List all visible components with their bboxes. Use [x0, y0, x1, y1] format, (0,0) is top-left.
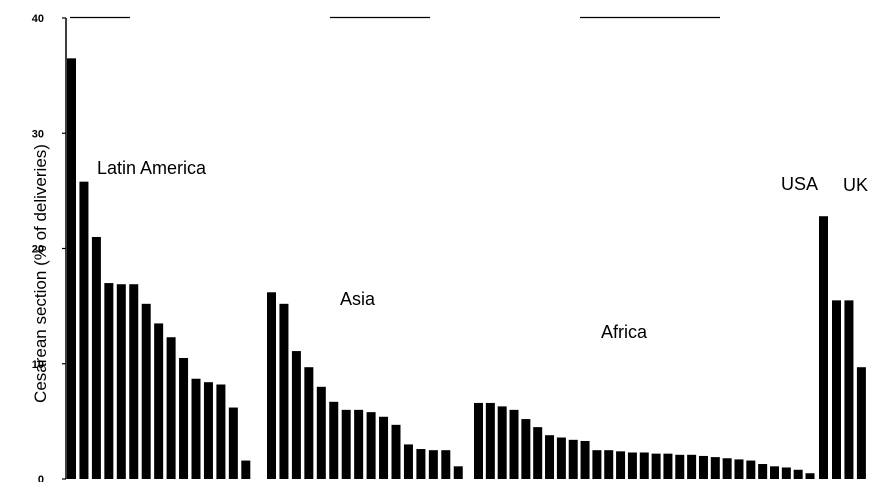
bar-latin-america [91, 236, 101, 479]
bar-latin-america [166, 337, 176, 479]
bar-africa [663, 453, 673, 479]
group-label-africa: Africa [601, 322, 648, 342]
group-label-latin-america: Latin America [97, 158, 207, 178]
bar-africa [698, 455, 708, 479]
bar-asia [341, 409, 351, 479]
bar-africa [758, 464, 768, 479]
bar-asia [391, 424, 401, 479]
bar-latin-america [141, 303, 151, 479]
labels-layer: 0 10 20 30 40 Cesarean section (% of deliveri… [31, 13, 868, 486]
bar-asia [304, 367, 314, 479]
bar-africa [793, 469, 803, 479]
bar-africa [545, 435, 555, 479]
bar-latin-america [154, 323, 164, 479]
bar-asia [453, 466, 463, 479]
bar-africa [474, 402, 483, 479]
bar-asia [366, 412, 376, 479]
bar-africa [805, 473, 815, 479]
y-tick-label: 20 [32, 244, 44, 256]
bar-africa [533, 427, 543, 479]
group-label-usa: USA [781, 174, 818, 194]
bar-asia [416, 449, 426, 479]
bar-asia [329, 401, 339, 479]
bar-africa [722, 458, 732, 479]
bar-latin-america [79, 181, 89, 479]
bar-africa [710, 457, 720, 479]
bar-usa [819, 216, 828, 480]
bar-africa [497, 406, 507, 479]
bar-latin-america [104, 283, 114, 479]
bar-africa [639, 452, 649, 479]
bar-africa [568, 439, 578, 479]
bar-uk [832, 300, 841, 479]
bar-uk [856, 367, 866, 479]
bar-africa [509, 409, 519, 479]
axes-layer [62, 16, 720, 480]
bar-latin-america [216, 384, 226, 479]
bar-asia [428, 450, 438, 479]
bar-africa [675, 454, 685, 479]
bar-uk [844, 300, 854, 479]
bar-africa [616, 451, 626, 479]
bar-latin-america [203, 382, 213, 479]
bar-africa [770, 466, 779, 479]
bar-africa [651, 453, 661, 479]
y-tick-label: 30 [32, 128, 44, 140]
bar-africa [746, 460, 756, 479]
bar-asia [279, 303, 289, 479]
bar-africa [580, 440, 590, 479]
y-axis-label: Cesarean section (% of deliveries) [31, 144, 50, 403]
bar-asia [267, 292, 276, 479]
bar-latin-america [191, 378, 201, 479]
bar-asia [291, 351, 301, 479]
bar-africa [687, 454, 697, 479]
y-tick-label: 10 [32, 359, 44, 371]
bar-latin-america [67, 58, 76, 480]
bar-asia [441, 450, 451, 479]
bar-asia [379, 416, 389, 479]
bar-africa [556, 437, 566, 479]
bar-africa [521, 419, 531, 479]
bars-layer [67, 58, 866, 480]
bar-africa [627, 452, 637, 479]
bar-africa [734, 459, 744, 479]
bar-africa [485, 402, 495, 479]
bar-africa [592, 450, 602, 479]
bar-asia [403, 444, 413, 479]
bar-latin-america [116, 284, 126, 479]
bar-latin-america [179, 357, 189, 479]
bar-asia [354, 409, 364, 479]
bar-africa [781, 467, 791, 479]
group-label-asia: Asia [340, 289, 376, 309]
bar-africa [604, 450, 614, 479]
bar-latin-america [129, 284, 139, 479]
y-tick-label: 40 [32, 13, 44, 25]
y-tick-label: 0 [38, 474, 44, 482]
bar-asia [316, 386, 326, 479]
bar-latin-america [228, 407, 238, 479]
group-label-uk: UK [843, 175, 868, 195]
bar-latin-america [241, 460, 251, 479]
